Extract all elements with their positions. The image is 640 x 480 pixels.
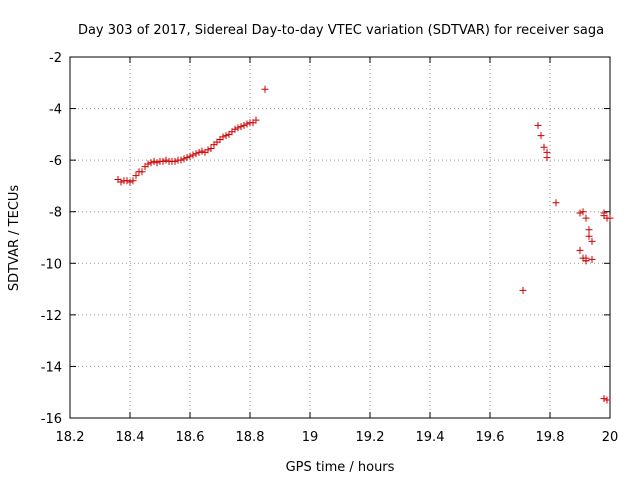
data-point bbox=[534, 121, 542, 129]
data-point bbox=[606, 214, 614, 222]
data-point bbox=[180, 155, 188, 163]
data-point bbox=[222, 132, 230, 140]
x-tick-label: 18.6 bbox=[176, 430, 205, 445]
data-point bbox=[171, 157, 179, 165]
y-tick-label: -8 bbox=[49, 206, 62, 221]
data-point bbox=[585, 226, 593, 234]
x-tick-label: 19 bbox=[302, 430, 319, 445]
data-point bbox=[519, 286, 527, 294]
y-axis: -16 -14 -12 -10 -8 -6 -4 -2 bbox=[41, 51, 610, 427]
data-point bbox=[540, 143, 548, 151]
data-point bbox=[129, 177, 137, 185]
x-axis-label: GPS time / hours bbox=[286, 460, 395, 475]
data-point bbox=[252, 116, 260, 124]
data-point bbox=[195, 148, 203, 156]
x-tick-label: 19.8 bbox=[536, 430, 565, 445]
data-point bbox=[537, 132, 545, 140]
data-point bbox=[147, 159, 155, 167]
data-point bbox=[576, 209, 584, 217]
data-point bbox=[261, 85, 269, 93]
data-point bbox=[159, 157, 167, 165]
data-point bbox=[204, 146, 212, 154]
data-point bbox=[219, 133, 227, 141]
data-point bbox=[588, 255, 596, 263]
data-point bbox=[123, 177, 131, 185]
data-point bbox=[585, 232, 593, 240]
data-point bbox=[138, 168, 146, 176]
data-point bbox=[231, 125, 239, 133]
y-tick-label: -2 bbox=[49, 51, 62, 66]
y-tick-label: -16 bbox=[41, 412, 62, 427]
data-point bbox=[183, 154, 191, 162]
data-point bbox=[576, 246, 584, 254]
x-axis: 18.2 18.4 18.6 18.8 19 19.2 19.4 19.6 19.8 20 bbox=[56, 57, 619, 445]
data-point bbox=[582, 254, 590, 262]
data-point bbox=[144, 160, 152, 168]
x-tick-label: 20 bbox=[602, 430, 619, 445]
data-point bbox=[186, 152, 194, 160]
y-tick-label: -10 bbox=[41, 257, 62, 272]
data-point bbox=[552, 199, 560, 207]
data-point bbox=[126, 178, 134, 186]
y-axis-label: SDTVAR / TECUs bbox=[7, 185, 22, 292]
data-point bbox=[150, 157, 158, 165]
data-point bbox=[543, 154, 551, 162]
data-point bbox=[237, 123, 245, 131]
x-tick-label: 18.8 bbox=[236, 430, 265, 445]
data-point bbox=[117, 178, 125, 186]
x-tick-label: 18.4 bbox=[116, 430, 145, 445]
data-point bbox=[192, 150, 200, 158]
data-point bbox=[582, 214, 590, 222]
plot-frame bbox=[69, 56, 611, 419]
y-tick-label: -4 bbox=[49, 103, 62, 118]
data-point bbox=[603, 396, 611, 404]
data-point bbox=[153, 159, 161, 167]
data-point bbox=[600, 395, 608, 403]
data-point bbox=[198, 147, 206, 155]
data-point bbox=[162, 156, 170, 164]
chart-title: Day 303 of 2017, Sidereal Day-to-day VTE… bbox=[78, 23, 604, 38]
x-tick-label: 18.2 bbox=[56, 430, 85, 445]
data-point bbox=[132, 172, 140, 180]
x-tick-label: 19.2 bbox=[356, 430, 385, 445]
x-tick-label: 19.6 bbox=[476, 430, 505, 445]
y-tick-label: -6 bbox=[49, 154, 62, 169]
data-point bbox=[579, 208, 587, 216]
x-tick-label: 19.4 bbox=[416, 430, 445, 445]
data-point bbox=[240, 121, 248, 129]
data-point bbox=[588, 237, 596, 245]
y-tick-label: -12 bbox=[41, 309, 62, 324]
data-point bbox=[177, 156, 185, 164]
grid bbox=[70, 57, 610, 418]
data-point bbox=[189, 151, 197, 159]
y-tick-label: -14 bbox=[41, 360, 62, 375]
data-points bbox=[114, 85, 614, 404]
data-point bbox=[234, 124, 242, 132]
data-point bbox=[207, 145, 215, 153]
data-point bbox=[243, 120, 251, 128]
